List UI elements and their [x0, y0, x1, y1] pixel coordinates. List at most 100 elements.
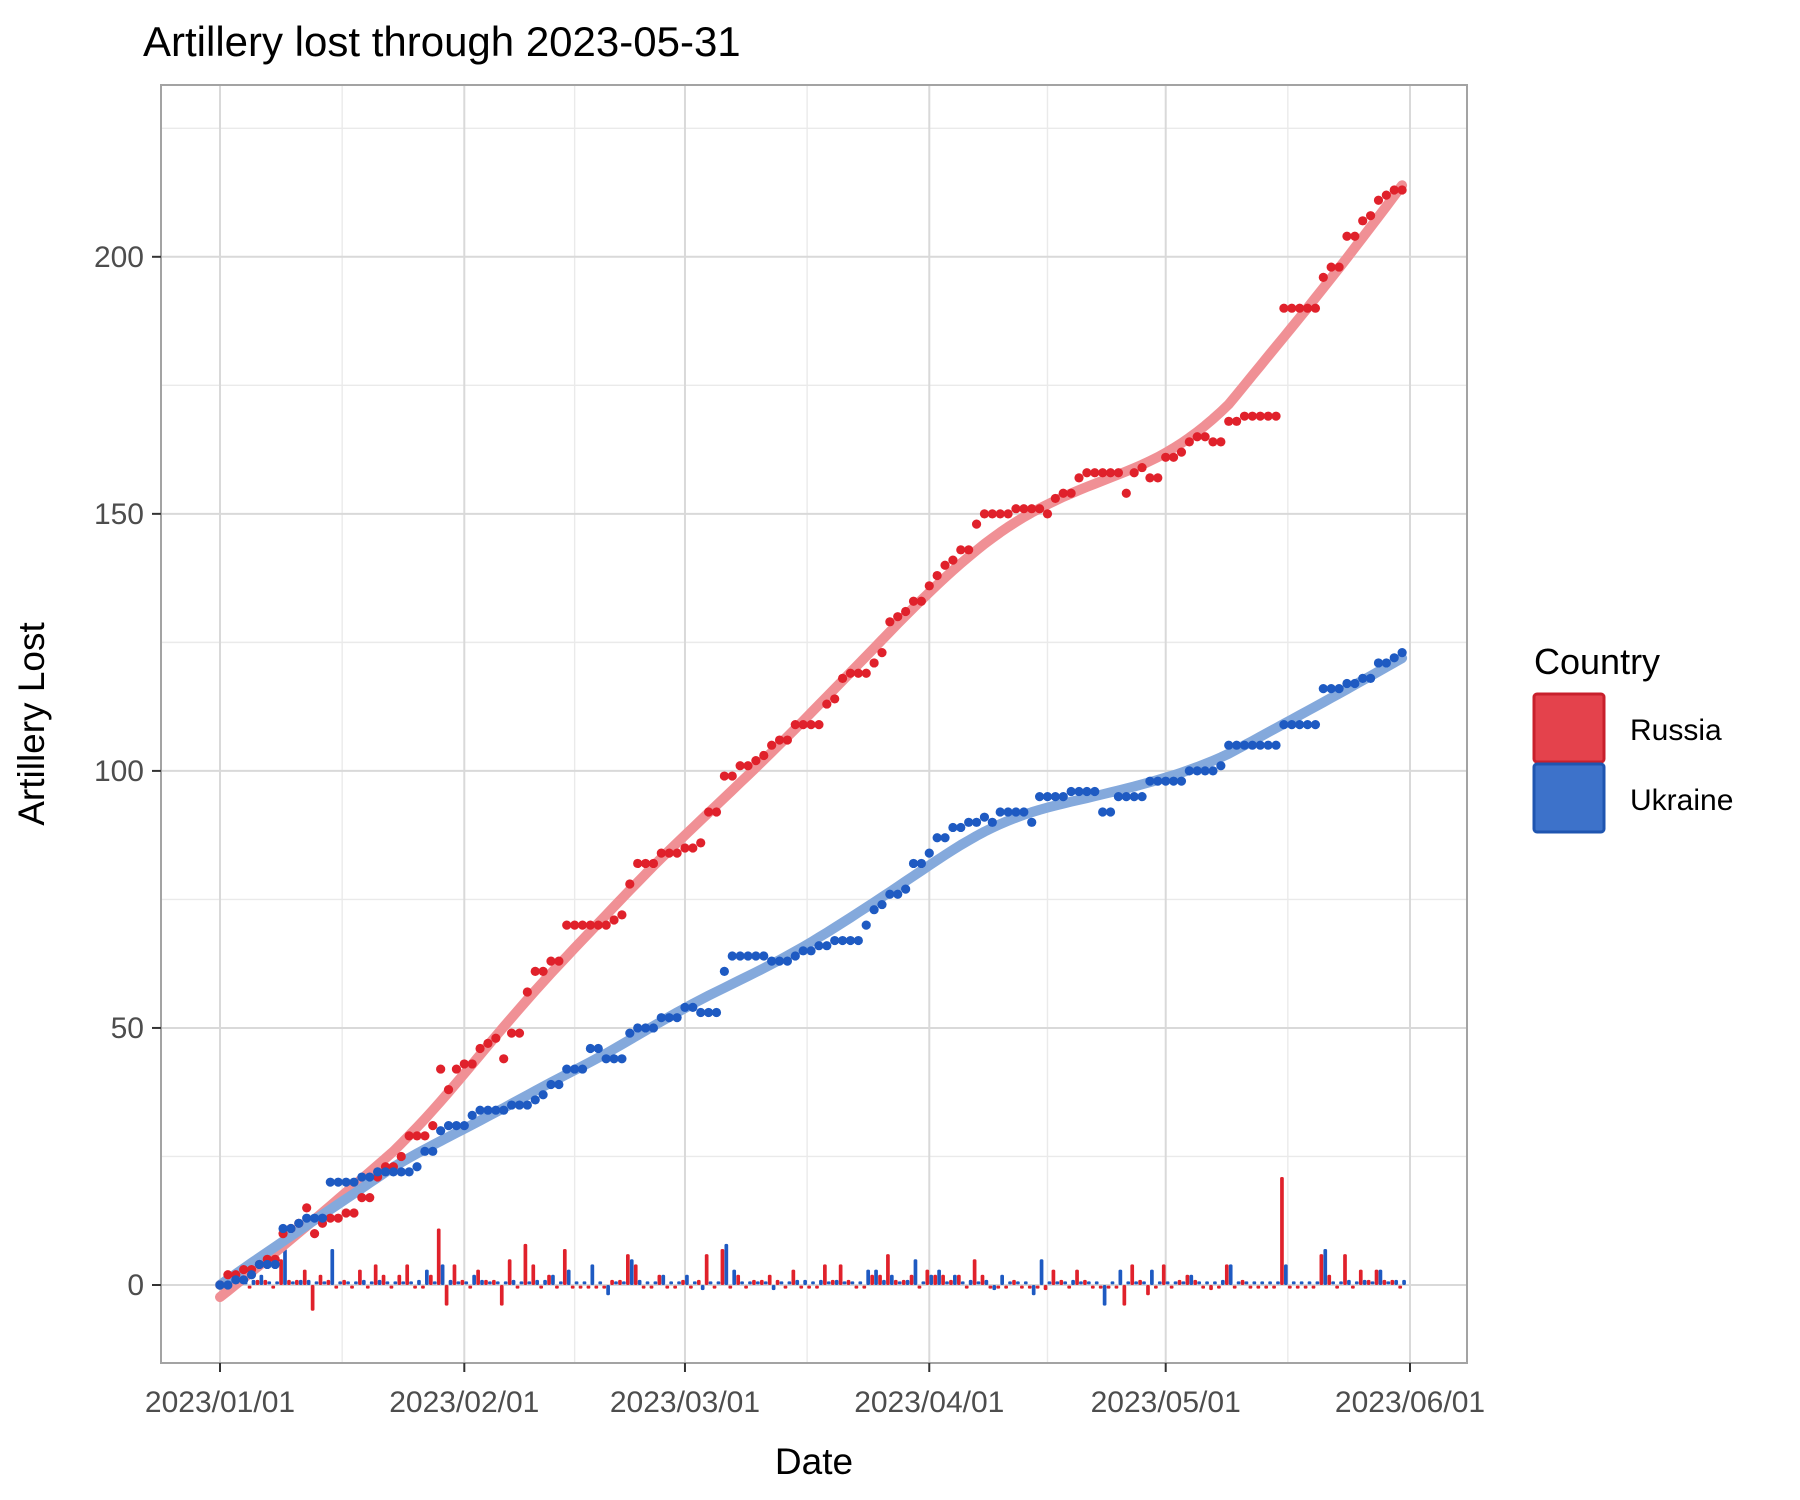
bar-ukraine — [1347, 1279, 1351, 1285]
bar-ukraine-zero — [1244, 1281, 1249, 1285]
point-ukraine — [1295, 720, 1305, 730]
point-russia — [1184, 437, 1194, 447]
point-russia — [688, 843, 698, 853]
bar-russia — [358, 1269, 362, 1285]
bar-ukraine — [968, 1279, 973, 1285]
point-russia — [1342, 231, 1352, 241]
y-axis-title: Artillery Lost — [11, 622, 52, 826]
point-russia — [1247, 411, 1257, 421]
bar-ukraine-zero — [850, 1281, 855, 1285]
bar-ukraine — [1039, 1259, 1044, 1285]
point-ukraine — [546, 1079, 556, 1090]
point-russia — [956, 545, 966, 555]
bar-ukraine-zero — [1315, 1281, 1320, 1285]
bar-russia — [925, 1269, 930, 1285]
point-russia — [814, 720, 824, 730]
bar-russia — [1083, 1279, 1087, 1285]
point-ukraine — [1058, 792, 1068, 802]
bar-russia — [1177, 1279, 1182, 1285]
point-ukraine — [861, 920, 871, 930]
point-ukraine — [751, 951, 761, 961]
point-russia — [1326, 262, 1336, 272]
point-ukraine — [404, 1167, 414, 1177]
bar-ukraine — [937, 1269, 941, 1285]
point-russia — [853, 668, 863, 678]
point-russia — [798, 720, 808, 730]
y-tick-label: 50 — [111, 1012, 144, 1045]
point-ukraine — [1050, 792, 1060, 802]
bar-russia-zero — [807, 1285, 811, 1289]
point-russia — [396, 1151, 406, 1162]
point-ukraine — [215, 1280, 225, 1290]
point-ukraine — [388, 1167, 398, 1177]
bar-ukraine-zero — [558, 1281, 563, 1285]
point-ukraine — [428, 1146, 438, 1156]
bar-ukraine — [834, 1279, 839, 1285]
bar-russia-zero — [996, 1285, 1001, 1289]
bar-russia — [696, 1279, 701, 1285]
point-ukraine — [893, 889, 903, 899]
point-ukraine — [1129, 792, 1139, 802]
bar-russia — [1185, 1274, 1190, 1285]
bar-russia-zero — [570, 1285, 575, 1289]
bar-russia-zero — [712, 1285, 717, 1289]
bar-ukraine — [1220, 1279, 1225, 1285]
legend-key-russia-swatch — [1532, 692, 1606, 764]
point-russia — [790, 720, 800, 730]
point-ukraine — [325, 1177, 335, 1187]
bar-ukraine-zero — [897, 1281, 902, 1285]
bar-ukraine — [661, 1274, 666, 1285]
bar-russia-zero — [1035, 1285, 1040, 1289]
bar-russia — [405, 1264, 410, 1285]
point-russia — [341, 1208, 351, 1218]
bar-russia-zero — [1201, 1285, 1205, 1289]
bar-russia-negative — [499, 1285, 504, 1306]
point-russia — [727, 771, 737, 781]
point-ukraine — [704, 1007, 714, 1018]
bar-ukraine — [259, 1274, 264, 1285]
x-axis-title: Date — [775, 1441, 853, 1482]
point-russia — [467, 1059, 477, 1069]
bar-russia — [633, 1264, 638, 1285]
point-russia — [239, 1264, 249, 1275]
point-russia — [971, 519, 982, 529]
point-ukraine — [380, 1167, 391, 1177]
point-ukraine — [365, 1172, 375, 1182]
bar-russia — [381, 1274, 386, 1285]
point-ukraine — [625, 1028, 635, 1038]
bar-russia-zero — [728, 1285, 733, 1289]
bar-ukraine-zero — [503, 1281, 508, 1285]
point-russia — [475, 1043, 485, 1054]
bar-ukraine-zero — [1252, 1281, 1257, 1285]
point-russia — [672, 848, 682, 858]
point-russia — [1082, 468, 1092, 478]
point-russia — [680, 843, 690, 853]
point-russia — [1003, 509, 1013, 519]
point-ukraine — [1373, 658, 1384, 668]
point-russia — [1255, 411, 1265, 421]
bar-ukraine-zero — [1205, 1281, 1209, 1285]
point-russia — [885, 617, 895, 627]
point-ukraine — [1271, 740, 1281, 750]
point-russia — [735, 761, 745, 771]
bar-russia-zero — [578, 1285, 583, 1289]
point-ukraine — [1105, 807, 1116, 817]
bar-ukraine — [535, 1279, 540, 1285]
point-ukraine — [246, 1270, 257, 1280]
bar-russia-negative — [310, 1285, 315, 1311]
point-ukraine — [1200, 766, 1210, 776]
point-russia — [837, 673, 848, 683]
point-ukraine — [1137, 792, 1147, 802]
point-russia — [979, 509, 990, 519]
bar-ukraine-zero — [842, 1281, 847, 1285]
bar-ukraine-zero — [1086, 1281, 1091, 1285]
legend-label-russia: Russia — [1630, 714, 1722, 747]
point-ukraine — [979, 812, 990, 822]
point-ukraine — [735, 951, 745, 961]
point-russia — [436, 1064, 446, 1074]
bar-ukraine-zero — [1339, 1281, 1343, 1285]
bar-russia — [980, 1274, 985, 1285]
point-ukraine — [1365, 673, 1376, 683]
bar-ukraine-zero — [354, 1281, 358, 1285]
bar-ukraine — [543, 1279, 547, 1285]
